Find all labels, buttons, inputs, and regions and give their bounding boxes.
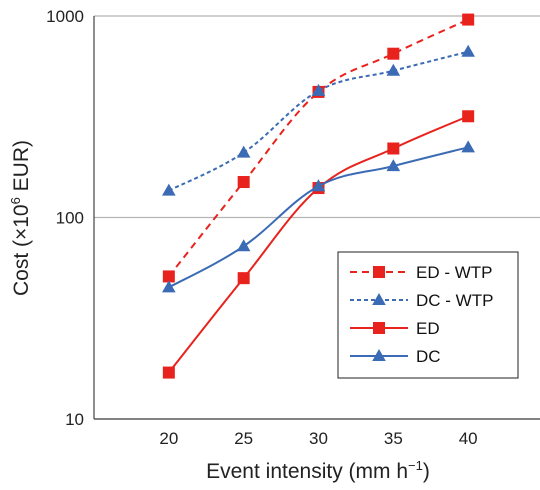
data-point-ed-wtp-35 [387, 47, 400, 60]
x-tick-label-35: 35 [384, 429, 403, 448]
legend-entry-dc-wtp: DC - WTP [350, 291, 493, 310]
series-line-ed-wtp [168, 18, 469, 278]
data-point-dc-30 [311, 179, 326, 192]
x-tick-label-30: 30 [309, 429, 328, 448]
legend-entry-ed-wtp: ED - WTP [350, 263, 493, 282]
legend-marker-ed-wtp [373, 266, 385, 278]
data-point-dc-wtp-40 [461, 44, 475, 57]
axes [93, 16, 540, 420]
legend-label-dc: DC [416, 347, 441, 366]
series-dc [162, 140, 475, 293]
data-point-dc-wtp-20 [162, 183, 176, 196]
y-axis-title: Cost (×106 EUR) [8, 140, 33, 296]
data-point-ed-25 [237, 272, 250, 285]
data-point-ed-wtp-40 [462, 13, 475, 26]
x-tick-label-25: 25 [234, 429, 253, 448]
legend-label-dc-wtp: DC - WTP [416, 291, 493, 310]
y-axis-ticks: 10 100 1000 [46, 7, 84, 429]
data-point-dc-25 [236, 239, 251, 252]
x-axis-ticks: 20 25 30 35 40 [159, 429, 477, 448]
legend-label-ed: ED [416, 319, 440, 338]
data-point-ed-35 [387, 142, 400, 155]
legend-marker-ed [373, 322, 385, 334]
data-point-dc-20 [162, 280, 176, 293]
data-point-dc-35 [386, 159, 401, 172]
legend-entry-ed: ED [350, 319, 440, 338]
y-tick-label-100: 100 [56, 209, 84, 228]
x-tick-label-40: 40 [459, 429, 478, 448]
data-point-ed-wtp-25 [237, 176, 250, 189]
series-ed-wtp [162, 13, 475, 283]
series-dc-wtp [162, 44, 475, 196]
data-point-dc-wtp-35 [386, 63, 401, 76]
data-point-ed-20 [162, 366, 175, 379]
data-point-dc-wtp-30 [311, 83, 326, 96]
y-tick-label-10: 10 [65, 410, 84, 429]
data-point-ed-wtp-20 [162, 270, 175, 283]
legend: ED - WTP DC - WTP ED DC [337, 251, 519, 379]
legend-marker-dc [372, 349, 386, 361]
x-axis-title: Event intensity (mm h−1) [206, 458, 430, 483]
data-point-dc-40 [461, 140, 475, 153]
legend-marker-dc-wtp [372, 293, 386, 305]
data-point-dc-wtp-25 [236, 145, 251, 158]
series-line-dc-wtp [168, 50, 469, 192]
legend-label-ed-wtp: ED - WTP [416, 263, 493, 282]
data-series [162, 13, 475, 379]
y-tick-label-1000: 1000 [46, 7, 84, 26]
x-tick-label-20: 20 [159, 429, 178, 448]
legend-entry-dc: DC [350, 347, 441, 366]
data-point-ed-40 [462, 110, 475, 123]
